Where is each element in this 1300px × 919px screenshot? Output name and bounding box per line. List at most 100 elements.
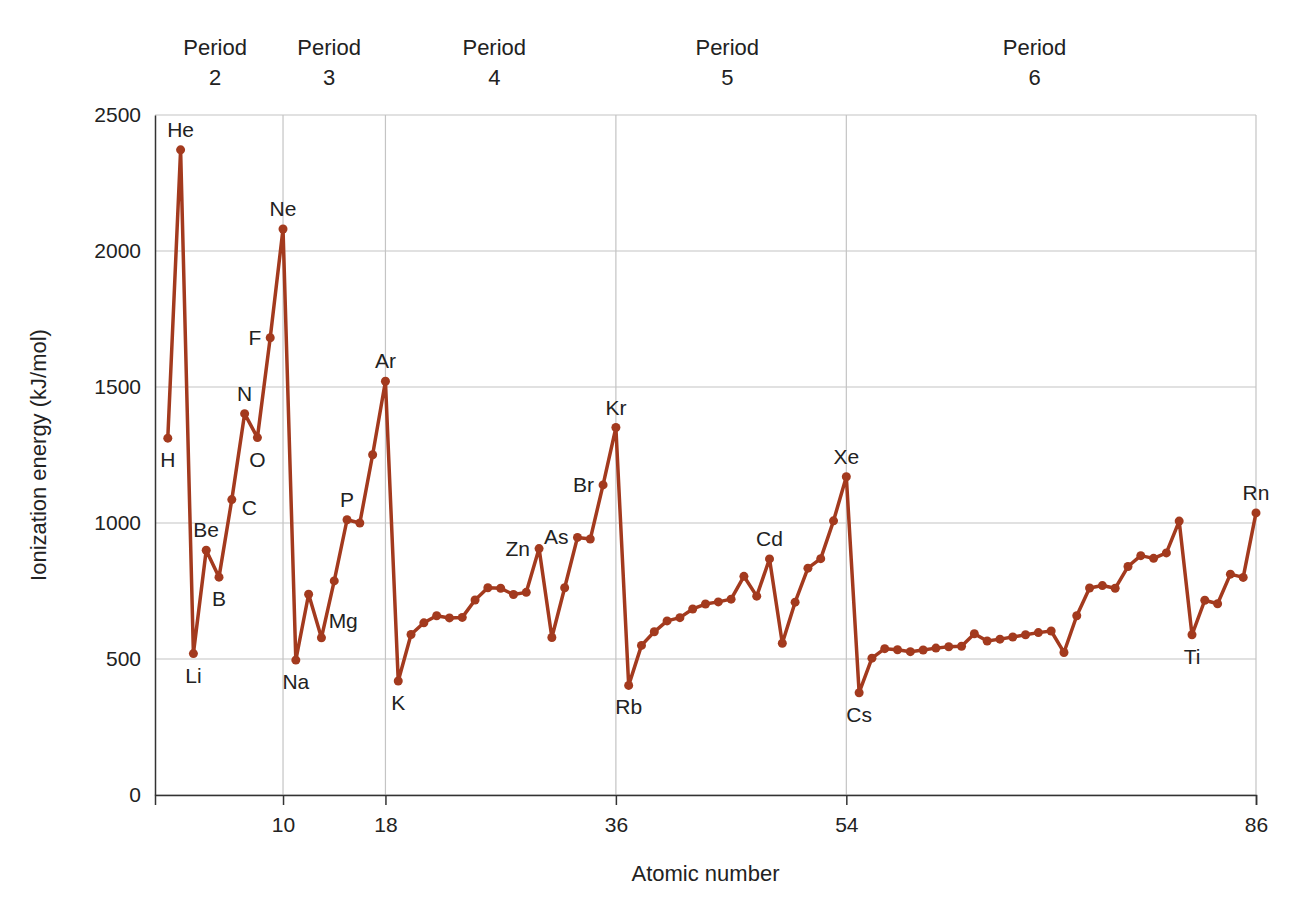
- element-label: P: [340, 488, 354, 511]
- point: [675, 613, 684, 622]
- point: [291, 656, 300, 665]
- x-tick-mark: [385, 795, 387, 805]
- point: [688, 604, 697, 613]
- element-label: Kr: [605, 396, 626, 419]
- x-tick-label: 36: [605, 813, 628, 836]
- period-label-text: Period: [1003, 35, 1067, 60]
- point: [240, 409, 249, 418]
- point: [189, 649, 198, 658]
- y-tick: 2000: [94, 239, 155, 262]
- x-tick: 36: [605, 795, 628, 836]
- x-tick-mark: [616, 795, 618, 805]
- point: [419, 618, 428, 627]
- y-tick: 1500: [94, 375, 155, 398]
- x-tick: 10: [272, 795, 295, 836]
- x-tick-label: 86: [1245, 813, 1268, 836]
- element-label: As: [544, 525, 569, 548]
- point: [368, 450, 377, 459]
- element-label: Na: [282, 670, 309, 693]
- period-label-text: Period: [297, 35, 361, 60]
- y-axis: 0 500 1000 1500 2000 2500: [94, 103, 155, 806]
- x-tick-label: 10: [272, 813, 295, 836]
- point: [983, 637, 992, 646]
- x-axis-line: [156, 796, 1257, 806]
- point: [1149, 554, 1158, 563]
- point: [1200, 596, 1209, 605]
- grid-line-y: [155, 250, 1256, 251]
- x-tick-mark: [283, 795, 285, 805]
- element-label: H: [160, 448, 175, 471]
- point: [355, 519, 364, 528]
- period-label-number: 4: [488, 65, 500, 90]
- point: [893, 645, 902, 654]
- point: [803, 564, 812, 573]
- y-tick: 2500: [94, 103, 155, 126]
- point: [1008, 632, 1017, 641]
- element-label: B: [212, 587, 226, 610]
- point: [624, 681, 633, 690]
- point: [650, 627, 659, 636]
- x-tick: 18: [374, 795, 397, 836]
- chart: 101836548605001000150020002500HHeLiBeBCN…: [0, 0, 1300, 919]
- point: [1239, 573, 1248, 582]
- x-tick-mark: [1256, 795, 1258, 805]
- point: [1187, 630, 1196, 639]
- period-labels: Period2Period3Period4Period5Period6: [183, 35, 1066, 90]
- point: [931, 644, 940, 653]
- point: [1047, 626, 1056, 635]
- point: [1098, 581, 1107, 590]
- period-label-text: Period: [183, 35, 247, 60]
- y-tick-label: 500: [106, 647, 141, 670]
- point: [458, 613, 467, 622]
- point: [432, 611, 441, 620]
- point: [496, 584, 505, 593]
- y-axis-line: [155, 116, 157, 796]
- point: [1111, 584, 1120, 593]
- element-label: Zn: [506, 537, 531, 560]
- point: [727, 595, 736, 604]
- element-label: Cd: [756, 527, 783, 550]
- point: [330, 576, 339, 585]
- point: [919, 646, 928, 655]
- y-tick-label: 1000: [94, 511, 141, 534]
- point: [1059, 648, 1068, 657]
- element-label: Br: [573, 473, 594, 496]
- grid-line-y: [155, 658, 1256, 659]
- point: [970, 629, 979, 638]
- point: [176, 145, 185, 154]
- element-label: Rb: [615, 695, 642, 718]
- point: [1213, 599, 1222, 608]
- point: [867, 654, 876, 663]
- point: [253, 433, 262, 442]
- period-label-text: Period: [695, 35, 759, 60]
- point: [407, 630, 416, 639]
- point: [995, 635, 1004, 644]
- point: [522, 588, 531, 597]
- y-tick-label: 1500: [94, 375, 141, 398]
- y-tick: 0: [129, 783, 155, 806]
- point: [944, 642, 953, 651]
- point: [637, 641, 646, 650]
- point: [1252, 508, 1261, 517]
- point: [573, 533, 582, 542]
- element-label: Ne: [270, 197, 297, 220]
- point: [1085, 584, 1094, 593]
- grid-line-y: [155, 386, 1256, 387]
- x-axis-title: Atomic number: [632, 861, 780, 886]
- point: [663, 616, 672, 625]
- x-tick: 86: [1245, 795, 1268, 836]
- point: [739, 572, 748, 581]
- element-label: N: [237, 382, 252, 405]
- grid-line-y: [155, 522, 1256, 523]
- point: [880, 644, 889, 653]
- point: [765, 554, 774, 563]
- point: [701, 600, 710, 609]
- point: [1021, 630, 1030, 639]
- y-axis-title: Ionization energy (kJ/mol): [26, 329, 51, 581]
- point: [304, 590, 313, 599]
- grid-line-x: [1255, 115, 1256, 795]
- point: [1123, 562, 1132, 571]
- point: [1136, 551, 1145, 560]
- element-label: He: [167, 118, 194, 141]
- plot-area: [163, 145, 1260, 697]
